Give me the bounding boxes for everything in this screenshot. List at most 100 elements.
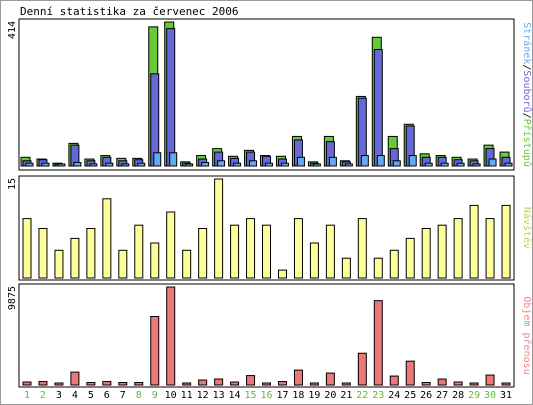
kbytes-legend: Objem přenosu — [521, 296, 533, 374]
x-tick-label: 14 — [229, 390, 241, 401]
x-tick-label: 2 — [40, 390, 46, 401]
visits-bars — [22, 178, 511, 279]
pages-bar — [249, 160, 258, 167]
visits-bar — [198, 228, 208, 279]
visits-bar — [134, 224, 144, 279]
x-tick-label: 17 — [276, 390, 288, 401]
x-tick-label: 1 — [24, 390, 30, 401]
visits-legend: Návštěv — [521, 207, 533, 249]
panel-kbytes: 9875 Objem přenosu — [7, 283, 533, 388]
pages-bar — [73, 162, 82, 167]
visits-bar — [70, 237, 80, 279]
pages-bar — [440, 162, 449, 167]
kbytes-bar — [453, 381, 463, 386]
pages-bar — [233, 162, 242, 167]
hits-files-pages-bars — [20, 21, 513, 167]
x-tick-label: 28 — [452, 390, 464, 401]
visits-bar — [341, 257, 351, 279]
visits-bar — [293, 218, 303, 279]
x-tick-label: 12 — [197, 390, 209, 401]
pages-bar — [328, 156, 337, 167]
kbytes-bar — [485, 374, 495, 386]
visits-bar — [389, 249, 399, 279]
files-bar — [166, 28, 176, 167]
visits-bar — [437, 224, 447, 279]
pages-bar — [105, 162, 114, 167]
x-tick-label: 21 — [340, 390, 352, 401]
pages-bar — [312, 163, 321, 167]
x-tick-label: 24 — [388, 390, 400, 401]
legend-entry: Přístupů — [521, 119, 533, 167]
kbytes-bar — [469, 382, 479, 386]
kbytes-bar — [134, 382, 144, 386]
y-max-label: 414 — [7, 21, 18, 39]
legend-separator: / — [521, 113, 532, 119]
kbytes-bar — [86, 382, 96, 386]
pages-bar — [280, 162, 289, 167]
pages-bar — [392, 160, 401, 167]
x-tick-label: 29 — [468, 390, 480, 401]
pages-bar — [456, 162, 465, 167]
kbytes-bar — [357, 352, 367, 386]
x-tick-label: 3 — [56, 390, 62, 401]
visits-bar — [230, 224, 240, 279]
visits-bar — [405, 237, 415, 279]
kbytes-bar — [166, 286, 176, 386]
kbytes-bar — [230, 381, 240, 386]
kbytes-bar — [198, 379, 208, 386]
kbytes-bar — [38, 381, 48, 386]
x-tick-label: 22 — [356, 390, 368, 401]
kbytes-bar — [421, 382, 431, 386]
visits-bar — [485, 218, 495, 279]
pages-bar — [25, 162, 34, 167]
pages-bar — [488, 158, 497, 167]
x-tick-label: 19 — [308, 390, 320, 401]
x-tick-label: 25 — [404, 390, 416, 401]
chart-title: Denní statistika za červenec 2006 — [20, 5, 239, 18]
visits-bar — [118, 249, 128, 279]
visits-bar — [325, 224, 335, 279]
pages-bar — [217, 160, 226, 167]
y-max-label: 9875 — [7, 286, 18, 310]
pages-bar — [41, 162, 50, 167]
chart-panels: 414 Stránek/Souborů/Přístupů15Návštěv9875… — [7, 18, 533, 388]
visits-bar — [357, 218, 367, 279]
x-tick-label: 5 — [88, 390, 94, 401]
files-bar — [373, 48, 383, 167]
kbytes-bar — [262, 382, 272, 386]
kbytes-bar — [246, 375, 256, 386]
x-tick-label: 31 — [500, 390, 512, 401]
pages-bar — [137, 162, 146, 167]
visits-bar — [262, 224, 272, 279]
panel-frame — [18, 18, 515, 171]
visits-bar — [277, 269, 287, 279]
kbytes-bar — [373, 300, 383, 386]
legend-entry: Stránek — [521, 22, 533, 64]
visits-bar — [246, 218, 256, 279]
kbytes-bar — [293, 369, 303, 386]
legend-entry: Objem přenosu — [521, 296, 533, 374]
kbytes-bar — [22, 381, 32, 386]
x-tick-label: 27 — [436, 390, 448, 401]
visits-bar — [373, 257, 383, 279]
pages-bar — [57, 163, 66, 167]
visits-bar — [214, 178, 224, 279]
legend-separator: / — [521, 64, 532, 70]
pages-bar — [169, 152, 178, 167]
x-tick-label: 13 — [213, 390, 225, 401]
hits-files-pages-legend: Stránek/Souborů/Přístupů — [521, 22, 533, 167]
panel-frame — [18, 283, 515, 388]
x-tick-label: 10 — [165, 390, 177, 401]
pages-bar — [408, 155, 417, 167]
x-tick-label: 7 — [120, 390, 126, 401]
pages-bar — [89, 163, 98, 167]
visits-bar — [38, 228, 48, 279]
x-tick-label: 8 — [136, 390, 142, 401]
pages-bar — [424, 162, 433, 167]
pages-bar — [504, 162, 513, 167]
kbytes-bar — [182, 382, 192, 386]
x-tick-label: 16 — [260, 390, 272, 401]
legend-entry: Návštěv — [521, 207, 533, 249]
kbytes-bar — [309, 382, 319, 386]
x-tick-label: 30 — [484, 390, 496, 401]
